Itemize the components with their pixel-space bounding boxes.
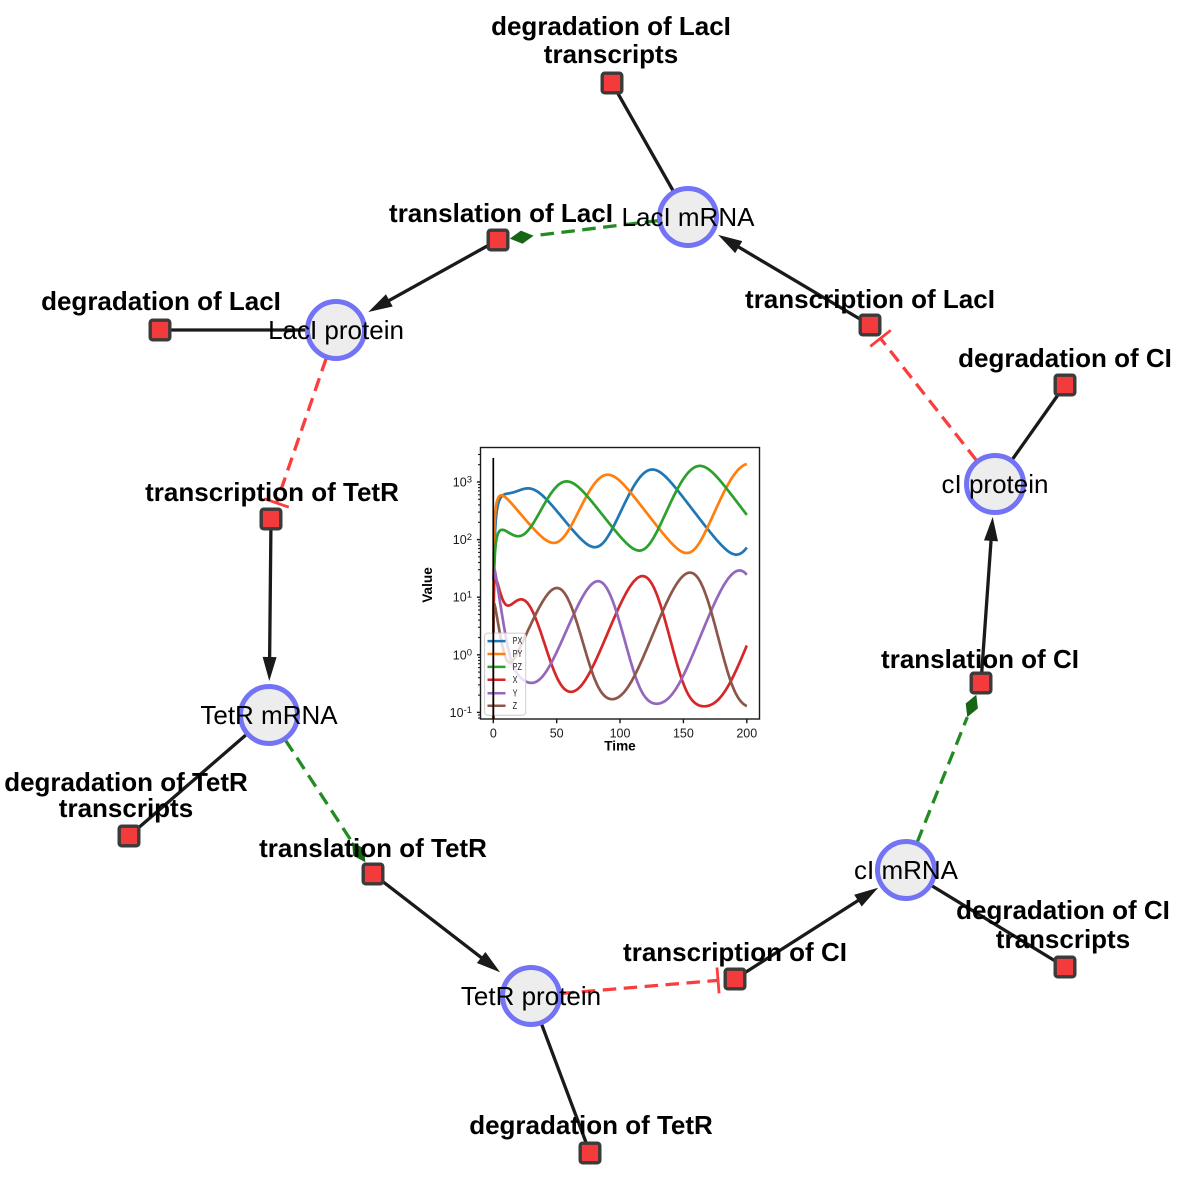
- svg-text:degradation of TetR: degradation of TetR: [469, 1110, 713, 1140]
- svg-text:0: 0: [490, 727, 497, 741]
- svg-text:transcripts: transcripts: [544, 39, 678, 69]
- svg-text:Z: Z: [513, 701, 518, 712]
- svg-text:cI protein: cI protein: [942, 469, 1049, 499]
- svg-text:PZ: PZ: [513, 662, 522, 673]
- svg-text:degradation of CI: degradation of CI: [958, 343, 1172, 373]
- svg-text:200: 200: [736, 727, 757, 741]
- svg-text:PX: PX: [513, 636, 523, 647]
- svg-text:X: X: [513, 675, 518, 686]
- svg-text:degradation of TetR: degradation of TetR: [4, 767, 248, 797]
- svg-text:transcripts: transcripts: [996, 924, 1130, 954]
- svg-text:LacI protein: LacI protein: [268, 315, 404, 345]
- svg-text:transcription of LacI: transcription of LacI: [745, 284, 995, 314]
- svg-text:translation of TetR: translation of TetR: [259, 833, 487, 863]
- svg-text:100: 100: [610, 727, 631, 741]
- svg-text:TetR protein: TetR protein: [461, 981, 601, 1011]
- svg-text:cI mRNA: cI mRNA: [854, 855, 959, 885]
- svg-text:Time: Time: [604, 739, 636, 754]
- svg-text:LacI mRNA: LacI mRNA: [622, 202, 756, 232]
- svg-text:transcripts: transcripts: [59, 793, 193, 823]
- svg-text:PY: PY: [513, 649, 523, 660]
- svg-text:Value: Value: [420, 567, 435, 603]
- svg-text:degradation of LacI: degradation of LacI: [41, 286, 281, 316]
- svg-text:transcription of CI: transcription of CI: [623, 937, 847, 967]
- svg-text:50: 50: [550, 727, 564, 741]
- svg-text:transcription of TetR: transcription of TetR: [145, 477, 399, 507]
- svg-text:150: 150: [673, 727, 694, 741]
- svg-text:translation of CI: translation of CI: [881, 644, 1079, 674]
- svg-text:translation of LacI: translation of LacI: [389, 198, 613, 228]
- svg-text:degradation of LacI: degradation of LacI: [491, 11, 731, 41]
- svg-text:degradation of CI: degradation of CI: [956, 895, 1170, 925]
- svg-text:Y: Y: [513, 688, 518, 699]
- svg-text:TetR mRNA: TetR mRNA: [200, 700, 338, 730]
